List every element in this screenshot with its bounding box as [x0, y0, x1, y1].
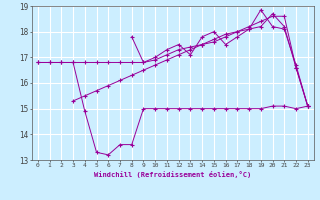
X-axis label: Windchill (Refroidissement éolien,°C): Windchill (Refroidissement éolien,°C)	[94, 171, 252, 178]
